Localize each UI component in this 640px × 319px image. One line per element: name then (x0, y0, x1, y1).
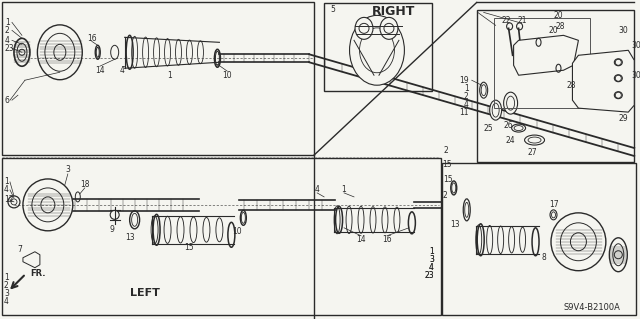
Bar (324, 4, 432, 91)
Text: 29: 29 (618, 114, 628, 122)
Polygon shape (514, 35, 579, 75)
Text: 1: 1 (464, 84, 468, 93)
Ellipse shape (609, 238, 627, 272)
Text: 4: 4 (4, 297, 9, 306)
Ellipse shape (349, 15, 404, 85)
Text: 13: 13 (450, 220, 460, 229)
Text: 26: 26 (504, 121, 513, 130)
Text: 2: 2 (444, 145, 449, 154)
Text: 8: 8 (541, 253, 546, 262)
Text: 7: 7 (17, 245, 22, 254)
Text: 2: 2 (4, 281, 9, 290)
Text: 3: 3 (429, 255, 434, 264)
Text: 2: 2 (443, 191, 447, 200)
Text: 1: 1 (5, 18, 10, 27)
Text: S9V4-B2100A: S9V4-B2100A (563, 303, 620, 312)
Text: 1: 1 (429, 247, 434, 256)
Ellipse shape (14, 38, 30, 66)
Text: 13: 13 (125, 233, 134, 242)
Text: 30: 30 (632, 41, 640, 50)
Text: 20: 20 (554, 11, 563, 20)
Text: 17: 17 (550, 200, 559, 209)
Text: 23: 23 (5, 44, 15, 53)
Text: 10: 10 (223, 71, 232, 80)
Text: 27: 27 (528, 147, 538, 157)
Text: 21: 21 (518, 16, 527, 25)
Ellipse shape (355, 18, 373, 39)
Bar (2, 3, 314, 155)
Text: 18: 18 (80, 181, 90, 189)
Text: 23: 23 (424, 271, 434, 280)
Text: 1: 1 (4, 177, 9, 186)
Text: 5: 5 (330, 5, 335, 14)
Text: 14: 14 (356, 235, 366, 244)
Text: 4: 4 (464, 100, 468, 109)
Text: 25: 25 (484, 123, 493, 133)
Text: 28: 28 (556, 22, 565, 31)
Text: 20: 20 (548, 26, 558, 35)
Ellipse shape (551, 213, 606, 271)
Text: 16: 16 (382, 235, 392, 244)
Bar (493, 19, 590, 108)
Text: 24: 24 (506, 136, 515, 145)
Text: 23: 23 (424, 271, 434, 280)
Text: 4: 4 (119, 66, 124, 75)
Text: FR.: FR. (30, 269, 45, 278)
Text: RIGHT: RIGHT (372, 5, 415, 18)
Text: 4: 4 (315, 185, 319, 194)
Text: 4: 4 (429, 263, 434, 272)
Ellipse shape (110, 210, 119, 219)
Text: 4: 4 (5, 36, 10, 45)
Text: 19: 19 (459, 76, 468, 85)
Text: 28: 28 (566, 81, 576, 90)
Text: 12: 12 (4, 196, 13, 204)
Polygon shape (23, 252, 40, 268)
Text: 3: 3 (4, 289, 9, 298)
Text: LEFT: LEFT (130, 288, 159, 298)
Ellipse shape (490, 100, 502, 120)
Text: 6: 6 (5, 96, 10, 105)
Text: 4: 4 (4, 185, 9, 194)
Text: 1: 1 (429, 247, 434, 256)
Text: 3: 3 (429, 255, 434, 264)
Text: 14: 14 (95, 66, 104, 75)
Ellipse shape (37, 25, 83, 80)
Bar (477, 11, 634, 162)
Text: 1: 1 (342, 185, 346, 194)
Ellipse shape (504, 92, 518, 114)
Text: 22: 22 (502, 16, 511, 25)
Text: 30: 30 (618, 26, 628, 35)
Text: 2: 2 (5, 26, 10, 35)
Text: 16: 16 (87, 34, 97, 43)
Text: 4: 4 (429, 263, 434, 272)
Text: 2: 2 (464, 92, 468, 101)
Text: 1: 1 (4, 273, 9, 282)
Bar (2, 158, 441, 315)
Text: 30: 30 (632, 71, 640, 80)
Text: 10: 10 (232, 227, 242, 236)
Bar (442, 163, 636, 315)
Text: 3: 3 (65, 166, 70, 174)
Text: 15: 15 (185, 243, 195, 252)
Text: 1: 1 (167, 71, 172, 80)
Text: 11: 11 (460, 108, 468, 117)
Ellipse shape (23, 179, 73, 231)
Ellipse shape (380, 18, 398, 39)
Text: 15: 15 (443, 175, 452, 184)
Text: 9: 9 (109, 225, 114, 234)
Text: 15: 15 (442, 160, 451, 169)
Polygon shape (572, 50, 634, 112)
